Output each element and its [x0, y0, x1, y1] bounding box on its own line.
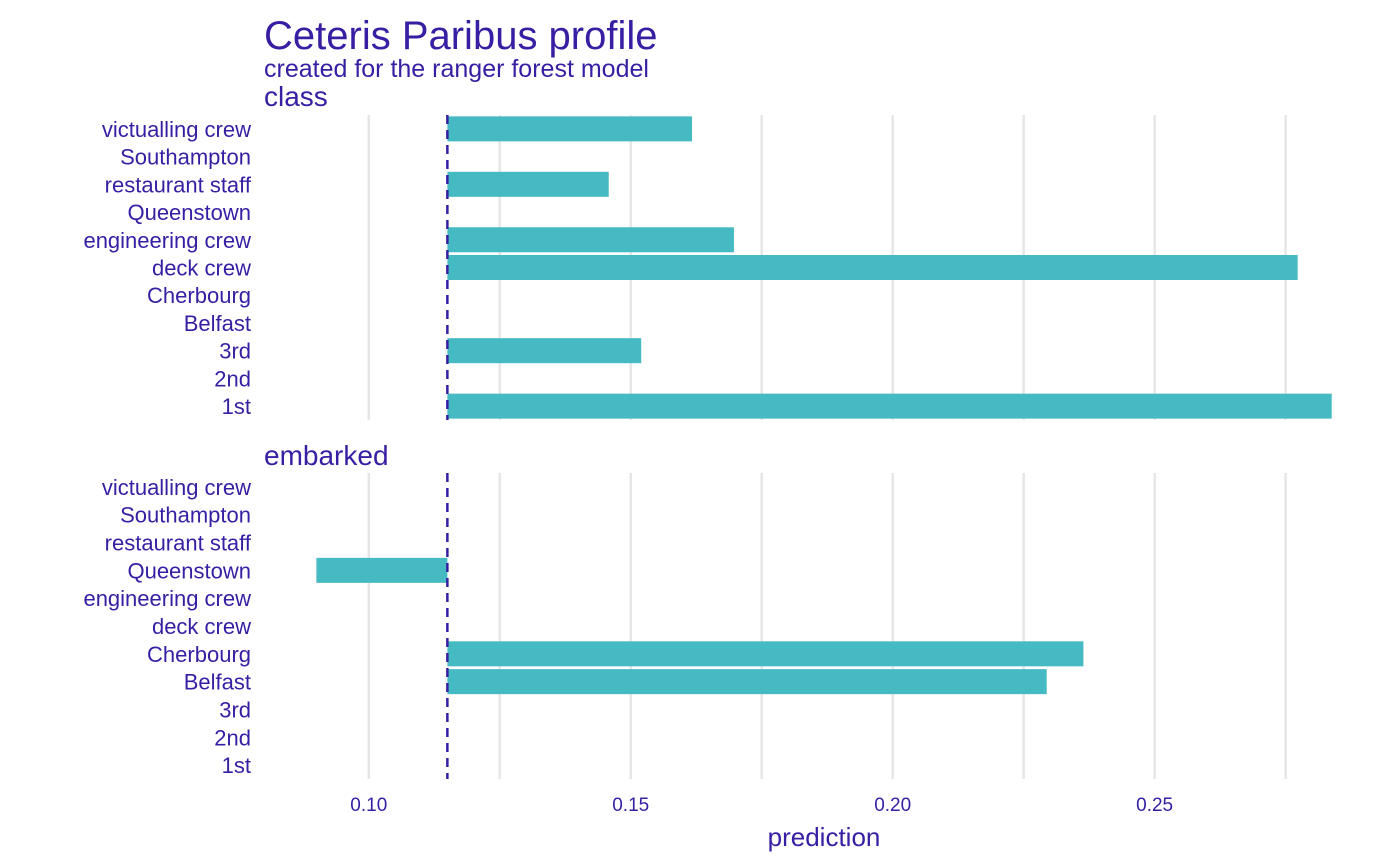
category-label: Queenstown [127, 200, 251, 225]
category-label: 3rd [219, 697, 251, 722]
category-label: Cherbourg [147, 642, 251, 667]
category-label: Queenstown [127, 558, 251, 583]
x-axis: 0.10 0.15 0.20 0.25 [350, 795, 1173, 816]
category-label: Belfast [184, 670, 251, 695]
bar [447, 669, 1047, 695]
category-label: 3rd [219, 339, 251, 364]
x-tick-label: 0.25 [1136, 795, 1173, 816]
category-label: restaurant staff [105, 531, 252, 556]
facet-panel-embarked: embarked victualling crew Southampton resta… [83, 440, 1287, 779]
category-label: 1st [222, 394, 251, 419]
category-label: engineering crew [83, 586, 251, 611]
category-label: engineering crew [83, 228, 251, 253]
x-tick-label: 0.15 [612, 795, 649, 816]
category-label: victualling crew [102, 117, 251, 142]
facet-label: class [264, 81, 328, 112]
x-tick-label: 0.20 [874, 795, 911, 816]
category-label: Belfast [184, 311, 251, 336]
chart-title: Ceteris Paribus profile [264, 14, 658, 58]
category-label: Southampton [120, 145, 251, 170]
category-label: deck crew [152, 614, 251, 639]
bar [447, 338, 642, 364]
category-label: 2nd [214, 366, 251, 391]
facet-label: embarked [264, 440, 389, 471]
category-label: 2nd [214, 725, 251, 750]
category-label: restaurant staff [105, 172, 252, 197]
bar [447, 116, 693, 142]
bar [447, 255, 1298, 280]
category-label: 1st [222, 753, 251, 778]
category-label: Southampton [120, 503, 251, 528]
bar [316, 557, 448, 583]
bar [447, 227, 734, 253]
category-label: victualling crew [102, 475, 251, 500]
facet-panel-class: class victualling crew Southamptonrestaura… [83, 81, 1332, 420]
bar [447, 393, 1332, 419]
chart-subtitle: created for the ranger forest model [264, 55, 649, 83]
bar [447, 641, 1084, 667]
x-axis-title: prediction [768, 822, 881, 852]
category-label: Cherbourg [147, 283, 251, 308]
bar [447, 171, 609, 197]
x-tick-label: 0.10 [350, 795, 387, 816]
category-label: deck crew [152, 256, 251, 281]
